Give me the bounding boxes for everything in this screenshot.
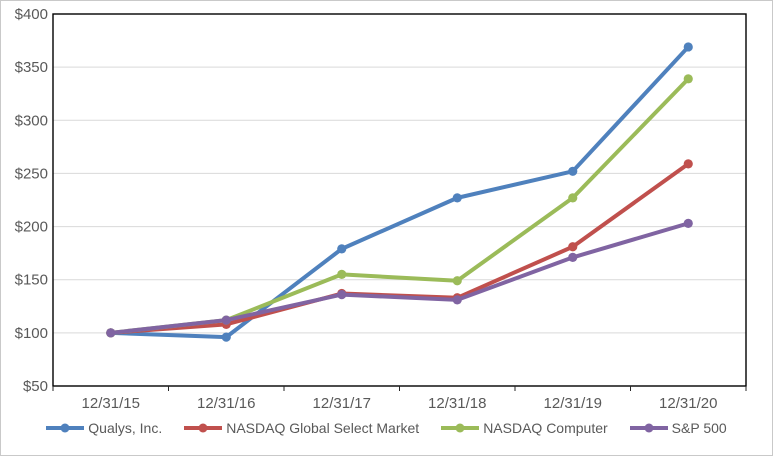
series-marker-nasdaq-global-select-market [568, 242, 578, 252]
series-marker-nasdaq-computer [337, 269, 347, 279]
y-axis-label: $150 [15, 272, 48, 289]
legend-swatch-s-p-500 [629, 423, 668, 433]
legend-swatch-dot [455, 423, 465, 433]
y-axis-label: $350 [15, 59, 48, 76]
legend-label-qualys-inc: Qualys, Inc. [88, 420, 163, 436]
legend-label-nasdaq-computer: NASDAQ Computer [483, 420, 608, 436]
legend-item-nasdaq-global-select-market: NASDAQ Global Select Market [184, 421, 419, 435]
performance-chart-svg: $50 $100 $150 $200 $250 $300 $350 $400 12/31/15 1… [15, 6, 747, 412]
x-axis-label: 12/31/16 [197, 395, 255, 412]
series-marker-s-p-500 [337, 289, 347, 300]
series-marker-s-p-500 [683, 218, 693, 228]
series-marker-s-p-500 [568, 252, 578, 262]
series-line-qualys-inc [108, 44, 691, 340]
y-axis-label: $50 [23, 378, 48, 395]
series-marker-s-p-500 [106, 328, 116, 338]
series-marker-s-p-500 [221, 315, 231, 325]
legend-swatch-dot [198, 423, 208, 433]
legend-label-nasdaq-global-select-market: NASDAQ Global Select Market [226, 420, 420, 436]
legend-item-s-p-500: S&P 500 [629, 420, 727, 436]
series-marker-qualys-inc [683, 42, 693, 52]
legend-label-s-p-500: S&P 500 [671, 420, 727, 436]
x-axis-label: 12/31/20 [659, 395, 717, 412]
y-axis-label: $250 [15, 165, 48, 182]
series-marker-nasdaq-global-select-market [683, 159, 693, 169]
x-axis-label: 12/31/19 [544, 395, 602, 412]
x-axis-label: 12/31/15 [82, 395, 140, 412]
series-marker-qualys-inc [337, 244, 347, 254]
legend-swatch-dot [644, 423, 654, 433]
legend-item-qualys-inc: Qualys, Inc. [46, 421, 162, 435]
chart-legend: Qualys, Inc. NASDAQ Global Select Market N… [1, 417, 772, 439]
series-marker-nasdaq-computer [683, 74, 693, 84]
y-axis-label: $200 [15, 219, 48, 236]
legend-swatch-nasdaq-computer [441, 423, 480, 433]
y-axis-label: $300 [15, 112, 48, 129]
series-marker-qualys-inc [452, 193, 462, 203]
y-axis-label: $400 [15, 6, 48, 23]
legend-swatch-nasdaq-global-select-market [184, 423, 223, 433]
series-marker-s-p-500 [452, 295, 462, 305]
series-marker-nasdaq-computer [452, 276, 462, 286]
series-marker-qualys-inc [568, 166, 578, 176]
y-axis-label: $100 [15, 325, 48, 342]
x-axis-label: 12/31/18 [428, 395, 486, 412]
series-marker-qualys-inc [221, 332, 231, 342]
series-line-s-p-500 [108, 221, 691, 335]
legend-swatch-dot [60, 423, 70, 433]
legend-swatch-qualys-inc [46, 423, 85, 433]
x-axis-label: 12/31/17 [313, 395, 371, 412]
series-marker-nasdaq-computer [568, 193, 578, 203]
legend-item-nasdaq-computer: NASDAQ Computer [441, 420, 608, 436]
